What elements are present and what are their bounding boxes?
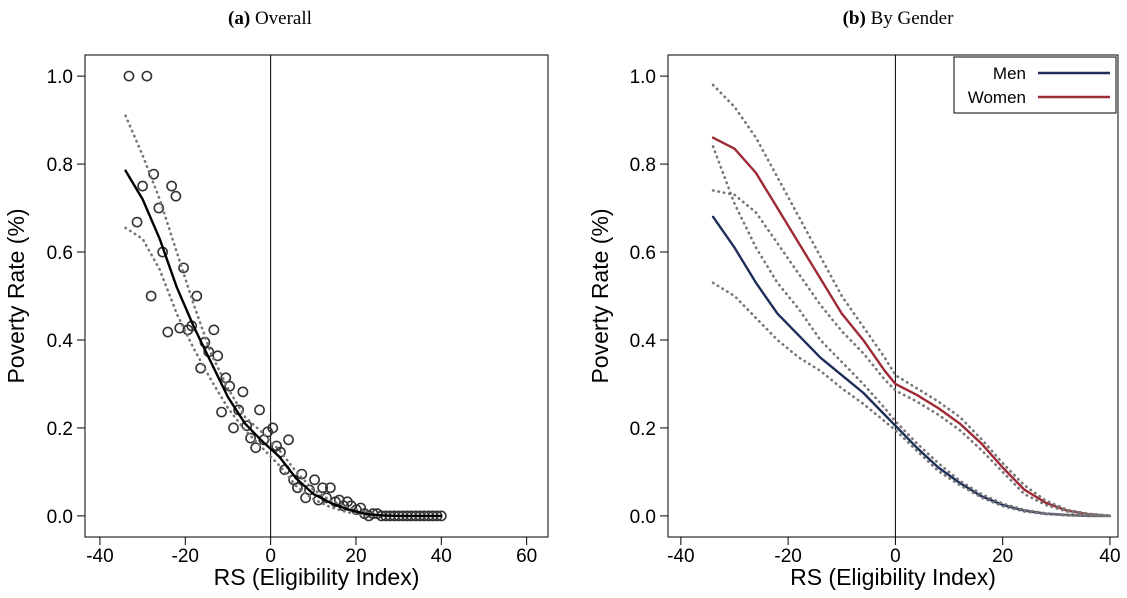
data-point [267, 422, 279, 434]
data-point [292, 482, 303, 494]
fit-line [711, 215, 1112, 518]
x-tick-label: -20 [172, 546, 199, 567]
y-tick-label: 0.8 [47, 155, 73, 176]
x-tick-label: 60 [516, 546, 537, 567]
legend-label: Women [968, 88, 1026, 107]
x-tick-label: 0 [265, 546, 276, 567]
plot-frame [84, 54, 549, 538]
x-tick-label: 40 [1099, 546, 1120, 567]
data-point [324, 482, 336, 494]
legend-label: Men [993, 64, 1026, 83]
x-axis-label: RS (Eligibility Index) [214, 564, 420, 590]
data-point [241, 420, 253, 432]
y-tick-label: 0.6 [47, 243, 73, 264]
data-point [137, 180, 149, 192]
y-axis-label: Poverty Rate (%) [587, 208, 613, 383]
y-tick-label: 1.0 [630, 67, 656, 88]
data-point [216, 406, 227, 418]
data-point [145, 290, 157, 302]
y-tick-label: 1.0 [47, 67, 73, 88]
ci-line [124, 114, 443, 518]
y-tick-label: 0.2 [630, 419, 656, 440]
x-tick-label: 0 [890, 546, 901, 567]
data-point [191, 290, 203, 302]
x-tick-label: -40 [667, 546, 694, 567]
x-axis-label: RS (Eligibility Index) [790, 564, 996, 590]
y-tick-label: 0.6 [630, 243, 656, 264]
ci-line [711, 281, 1112, 518]
fit-line [124, 169, 443, 518]
data-point [162, 326, 174, 338]
panel-label: (b) [843, 8, 866, 29]
panel-title: (b) By Gender [843, 8, 954, 29]
data-point [228, 422, 239, 434]
data-point [178, 262, 189, 274]
ci-line [124, 226, 443, 518]
x-tick-label: 20 [992, 546, 1013, 567]
y-tick-label: 0.0 [47, 507, 73, 528]
panel-title: (a) Overall [228, 8, 312, 29]
x-tick-label: 20 [345, 546, 366, 567]
y-tick-label: 0.8 [630, 155, 656, 176]
data-point [254, 404, 265, 416]
data-point [224, 380, 236, 392]
fit-line [711, 136, 1112, 518]
y-tick-label: 0.2 [47, 419, 73, 440]
data-point [166, 180, 178, 192]
data-point [317, 482, 329, 494]
data-point [141, 70, 153, 82]
legend-box [953, 56, 1117, 114]
data-point [283, 434, 294, 446]
y-tick-label: 0.4 [630, 331, 657, 352]
y-tick-label: 0.0 [630, 507, 656, 528]
data-point [212, 350, 224, 362]
x-tick-label: -20 [774, 546, 801, 567]
panel: (b) By Gender -40 -20 0 20 40 0.0 0.2 0.4 0.6 0.8 1… [587, 8, 1121, 590]
data-point [245, 432, 256, 444]
y-axis-label: Poverty Rate (%) [3, 208, 29, 383]
ci-line [711, 189, 1112, 518]
plot-frame [667, 54, 1119, 538]
data-point [309, 474, 320, 486]
y-tick-label: 0.4 [47, 331, 74, 352]
data-point [170, 190, 182, 202]
ci-line [711, 83, 1112, 517]
panel-label: (a) [228, 8, 250, 29]
data-point [131, 216, 143, 228]
data-point [208, 324, 220, 336]
data-point [237, 386, 249, 398]
data-point [123, 70, 135, 82]
data-point [174, 322, 186, 334]
panel: (a) Overall -40 -20 0 20 40 60 0.0 0.2 0.4 0.6 0.8 1… [3, 8, 549, 590]
x-tick-label: -40 [86, 546, 113, 567]
x-tick-label: 40 [431, 546, 452, 567]
title-text: Overall [255, 8, 312, 29]
title-text: By Gender [871, 8, 955, 29]
data-point [250, 442, 262, 454]
data-point [148, 168, 160, 180]
